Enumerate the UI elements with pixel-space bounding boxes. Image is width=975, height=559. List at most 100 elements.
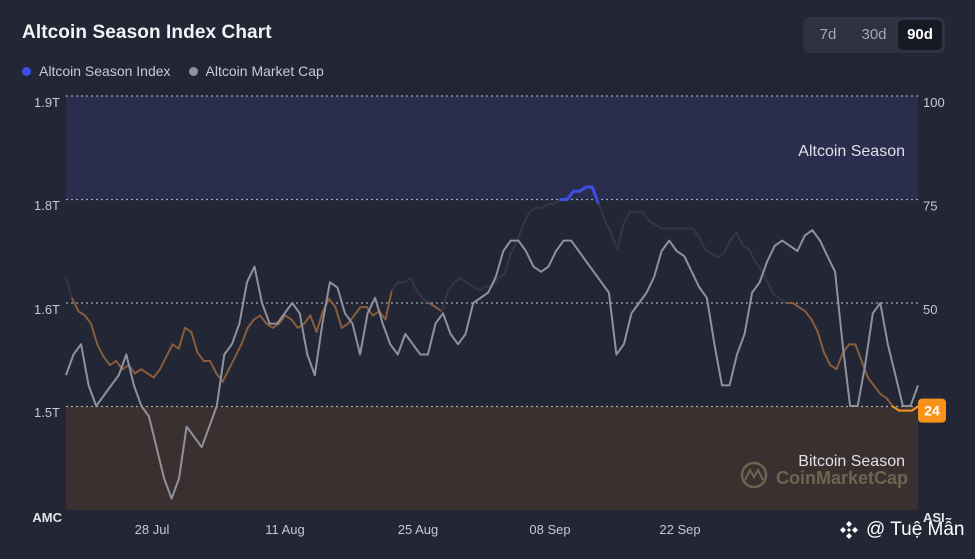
diamond-icon: [840, 521, 858, 539]
index-line-segment: [866, 376, 876, 387]
index-line-segment: [315, 310, 324, 333]
index-line-segment: [271, 322, 280, 329]
index-line-segment: [597, 202, 606, 222]
index-line-segment: [722, 239, 732, 255]
index-line-segment: [146, 372, 155, 379]
legend-item-index[interactable]: Altcoin Season Index: [22, 63, 171, 79]
index-line-segment: [804, 310, 813, 321]
index-line-segment: [340, 322, 349, 329]
index-line-segment: [121, 364, 130, 371]
index-line-segment: [422, 297, 431, 304]
index-line-segment: [622, 210, 631, 226]
index-line-segment: [140, 368, 149, 375]
index-line-segment: [196, 351, 205, 362]
x-tick: 22 Sep: [659, 522, 700, 537]
index-line-segment: [516, 223, 525, 242]
index-line-segment: [365, 306, 374, 317]
index-line-segment: [541, 202, 550, 209]
index-line-segment: [77, 310, 86, 317]
index-line-segment: [503, 252, 512, 276]
zone-altcoin: [66, 96, 918, 200]
index-line-segment: [610, 231, 619, 251]
index-line-segment: [296, 322, 306, 329]
index-line-segment: [590, 185, 600, 206]
index-line-segment: [704, 248, 713, 255]
y-right-title: ASI: [923, 510, 945, 525]
index-line-segment: [603, 219, 613, 234]
index-line-segment: [910, 405, 919, 412]
index-line-segment: [290, 318, 299, 329]
y-left-tick: 1.5T: [34, 405, 60, 420]
overlay-watermark: @ Tuệ Mẫn: [838, 519, 965, 541]
tab-30d[interactable]: 30d: [861, 26, 887, 43]
x-tick: 25 Aug: [398, 522, 439, 537]
index-line-segment: [234, 343, 243, 358]
tab-90d[interactable]: 90d: [898, 20, 942, 50]
index-line-segment: [810, 318, 819, 333]
index-line-segment: [854, 343, 863, 362]
current-value-label: 24: [924, 403, 940, 419]
index-line-segment: [71, 297, 80, 313]
index-line-segment: [133, 368, 143, 375]
y-left-tick: 1.8T: [34, 198, 60, 213]
x-tick: 08 Sep: [529, 522, 570, 537]
index-line-segment: [177, 326, 187, 350]
index-line-segment: [641, 210, 650, 222]
index-line-segment: [697, 235, 706, 251]
index-line-segment: [528, 206, 537, 213]
y-left-tick: 1.6T: [34, 302, 60, 317]
chart-title: Altcoin Season Index Chart: [22, 22, 272, 43]
index-line-segment: [278, 314, 287, 325]
market-cap-line: [65, 229, 919, 500]
index-line-segment: [616, 223, 625, 251]
index-line-segment: [171, 343, 180, 350]
y-left-tick: 1.9T: [34, 95, 60, 110]
index-line-segment: [747, 248, 757, 263]
index-line-segment: [653, 223, 663, 230]
index-line-segment: [710, 252, 719, 259]
index-line-segment: [403, 277, 412, 284]
index-line-segment: [729, 231, 738, 242]
index-line-segment: [284, 314, 293, 321]
legend-label-index: Altcoin Season Index: [39, 63, 171, 79]
index-line-segment: [497, 273, 506, 280]
index-line-segment: [565, 189, 575, 201]
index-line-segment: [108, 359, 118, 367]
index-line-segment: [346, 314, 356, 325]
index-line-segment: [823, 351, 832, 367]
index-line-segment: [209, 359, 218, 375]
index-line-segment: [835, 351, 844, 371]
index-line-segment: [447, 281, 456, 292]
index-line-segment: [816, 330, 826, 354]
index-line-segment: [240, 326, 249, 346]
index-line-segment: [165, 343, 174, 358]
chart-legend: Altcoin Season Index Altcoin Market Cap: [22, 63, 324, 79]
index-line-segment: [716, 252, 725, 259]
legend-item-marketcap[interactable]: Altcoin Market Cap: [188, 63, 324, 79]
index-line-segment: [409, 277, 418, 292]
index-line-segment: [434, 306, 443, 313]
index-line-segment: [252, 314, 262, 321]
index-line-segment: [309, 314, 318, 333]
index-line-segment: [384, 289, 393, 321]
zone-label-altcoin: Altcoin Season: [798, 143, 905, 160]
index-line-segment: [90, 322, 99, 346]
legend-dot-index: [22, 66, 31, 76]
index-line-segment: [259, 314, 268, 325]
index-line-segment: [334, 306, 343, 329]
index-line-segment: [158, 355, 168, 371]
index-line-segment: [65, 277, 74, 300]
index-line-segment: [741, 244, 750, 251]
tab-7d[interactable]: 7d: [819, 26, 837, 43]
index-line-segment: [829, 364, 838, 371]
index-line-segment: [83, 314, 93, 325]
index-line-segment: [509, 239, 519, 255]
index-line-segment: [459, 277, 468, 284]
legend-label-marketcap: Altcoin Market Cap: [205, 63, 324, 79]
index-line-segment: [522, 210, 531, 226]
zone-label-bitcoin: Bitcoin Season: [798, 453, 905, 470]
index-line-segment: [791, 302, 800, 309]
index-line-segment: [891, 405, 901, 412]
zone-bitcoin: [66, 406, 918, 510]
index-line-segment: [246, 318, 255, 329]
